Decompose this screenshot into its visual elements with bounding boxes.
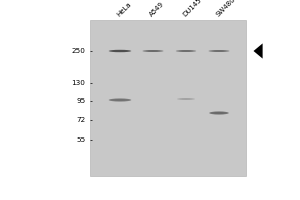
Text: HeLa: HeLa <box>116 1 133 18</box>
Ellipse shape <box>112 50 128 52</box>
Text: 72: 72 <box>76 117 86 123</box>
Ellipse shape <box>208 50 230 52</box>
Bar <box>90 20 246 176</box>
Ellipse shape <box>109 98 131 102</box>
Text: 130: 130 <box>72 80 86 86</box>
Polygon shape <box>254 43 262 59</box>
Ellipse shape <box>179 50 193 52</box>
Text: 55: 55 <box>76 137 86 143</box>
Ellipse shape <box>176 50 196 52</box>
Ellipse shape <box>112 99 128 101</box>
Ellipse shape <box>109 50 131 52</box>
Text: DU145: DU145 <box>182 0 203 18</box>
Ellipse shape <box>146 50 160 52</box>
Ellipse shape <box>212 112 226 114</box>
Ellipse shape <box>116 99 124 101</box>
Ellipse shape <box>209 111 229 115</box>
Ellipse shape <box>212 50 226 52</box>
Text: 95: 95 <box>76 98 86 104</box>
Text: A549: A549 <box>149 1 166 18</box>
Ellipse shape <box>177 98 195 100</box>
Text: 250: 250 <box>72 48 86 54</box>
Ellipse shape <box>142 50 164 52</box>
Text: SW480: SW480 <box>215 0 236 18</box>
Ellipse shape <box>180 98 192 100</box>
Ellipse shape <box>215 112 223 114</box>
